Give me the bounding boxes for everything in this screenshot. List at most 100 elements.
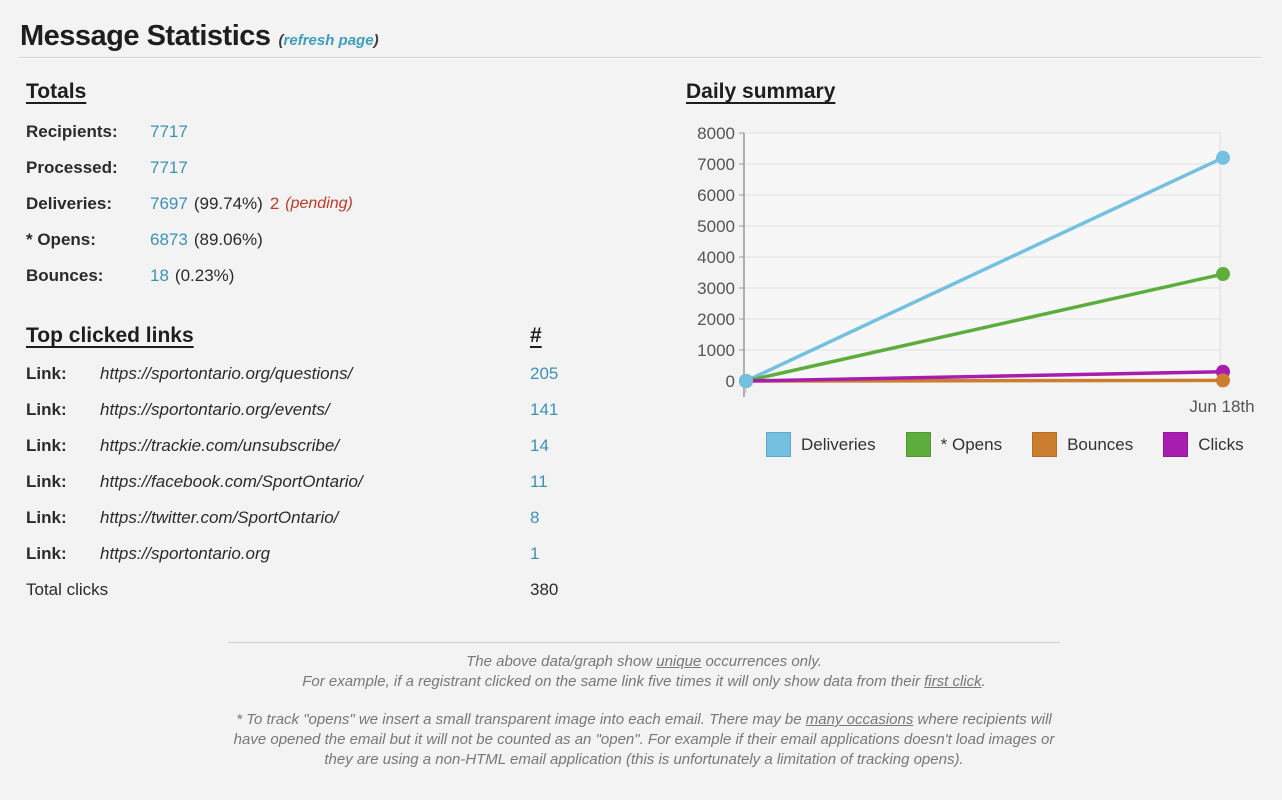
footer-text: where recipients will have opened the em…	[233, 711, 1055, 768]
legend-item-opens: * Opens	[905, 432, 1003, 457]
legend-swatch	[766, 432, 791, 457]
links-heading: Top clicked links	[26, 324, 194, 347]
link-row: Link: https://sportontario.org 1	[26, 536, 592, 572]
link-click-count: 14	[530, 436, 549, 455]
totals-row-percentage: (0.23%)	[174, 266, 235, 285]
refresh-close-paren: )	[373, 32, 379, 49]
totals-row-value: 7717	[150, 158, 188, 177]
link-row: Link: https://twitter.com/SportOntario/ …	[26, 500, 592, 536]
page-header: Message Statistics (refresh page)	[0, 0, 1282, 53]
totals-row-processed: Processed: 7717	[26, 150, 586, 186]
series-line-opens	[745, 272, 1224, 383]
daily-summary-chart: 0 1000 2000 3000 4000 5000 6000 7000 8000 Jun 18t…	[697, 124, 1254, 416]
footer-text: occurrences only.	[701, 653, 822, 670]
y-tick-label: 1000	[697, 341, 735, 360]
link-row: Link: https://facebook.com/SportOntario/…	[26, 464, 592, 500]
footer-underlined-text: first click	[924, 673, 982, 690]
links-header-row: Top clicked links #	[26, 322, 592, 350]
refresh-page-link[interactable]: refresh page	[283, 32, 374, 49]
y-tick-label: 0	[726, 372, 735, 391]
data-point-bounces	[1216, 373, 1230, 388]
refresh-open-paren: (	[278, 32, 284, 49]
totals-row-label: Bounces:	[26, 266, 104, 285]
data-point-opens	[1216, 267, 1230, 282]
link-click-count: 11	[530, 472, 548, 491]
footer-notes: The above data/graph show unique occurre…	[231, 652, 1057, 788]
totals-row-bounces: Bounces: 18 (0.23%)	[26, 258, 586, 294]
link-row-label: Link:	[26, 544, 67, 563]
y-tick-label: 2000	[697, 310, 735, 329]
link-click-count: 1	[530, 544, 540, 563]
header-divider	[18, 57, 1262, 59]
totals-pending-count: 2	[269, 194, 280, 213]
footer-text: The above data/graph show	[466, 653, 657, 670]
series-line-deliveries	[745, 156, 1224, 383]
link-url: https://twitter.com/SportOntario/	[100, 508, 339, 527]
legend-item-deliveries: Deliveries	[766, 432, 876, 457]
legend-label: * Opens	[940, 434, 1003, 454]
footer-underlined-text: many occasions	[805, 711, 914, 728]
link-row-label: Link:	[26, 436, 67, 455]
link-url: https://facebook.com/SportOntario/	[100, 472, 363, 491]
y-tick-label: 8000	[697, 124, 735, 143]
totals-row-label: Deliveries:	[26, 194, 112, 213]
links-count-header: #	[530, 324, 542, 347]
footer-text: For example, if a registrant clicked on …	[302, 673, 925, 690]
total-clicks-label: Total clicks	[26, 580, 109, 599]
legend-swatch	[1163, 432, 1189, 457]
footer-text: * To track "opens" we insert a small tra…	[236, 711, 806, 728]
chart-legend: Deliveries * Opens Bounces Clicks	[766, 432, 1244, 457]
totals-row-deliveries: Deliveries: 7697 (99.74%) 2 (pending)	[26, 186, 586, 222]
totals-section: Totals Recipients: 7717 Processed: 7717 …	[26, 78, 586, 294]
x-tick-label: Jun 18th	[1189, 397, 1254, 416]
legend-item-bounces: Bounces	[1032, 432, 1133, 457]
top-clicked-links-section: Top clicked links # Link: https://sporto…	[26, 322, 592, 608]
legend-swatch	[905, 432, 931, 457]
y-tick-label: 7000	[697, 155, 735, 174]
footer-underlined-text: unique	[656, 653, 702, 670]
page-title: Message Statistics	[20, 20, 271, 52]
link-url: https://sportontario.org/events/	[100, 400, 330, 419]
data-point-deliveries	[739, 374, 753, 388]
link-url: https://sportontario.org	[100, 544, 271, 563]
totals-pending-note: (pending)	[285, 195, 353, 212]
series-line-clicks	[745, 369, 1224, 383]
totals-row-value: 7717	[150, 122, 188, 141]
link-click-count: 141	[530, 400, 559, 419]
legend-swatch	[1032, 432, 1058, 457]
legend-label: Clicks	[1198, 434, 1244, 454]
link-click-count: 205	[530, 364, 559, 383]
y-tick-label: 3000	[697, 279, 735, 298]
footer-note-unique: The above data/graph show unique occurre…	[231, 652, 1057, 692]
footer-text: .	[981, 673, 986, 690]
link-row-label: Link:	[26, 472, 67, 491]
data-point-deliveries	[1216, 150, 1230, 165]
footer-note-opens: * To track "opens" we insert a small tra…	[231, 710, 1057, 770]
total-clicks-value: 380	[530, 580, 559, 599]
y-tick-label: 5000	[697, 217, 735, 236]
totals-row-value: 18	[150, 266, 169, 285]
y-tick-label: 4000	[697, 248, 735, 267]
totals-row-opens: * Opens: 6873 (89.06%)	[26, 222, 586, 258]
daily-summary-heading: Daily summary	[686, 80, 836, 103]
totals-row-value: 6873	[150, 230, 188, 249]
legend-label: Bounces	[1067, 434, 1134, 454]
link-row-label: Link:	[26, 508, 67, 527]
totals-row-recipients: Recipients: 7717	[26, 114, 586, 150]
link-url: https://sportontario.org/questions/	[100, 364, 353, 383]
totals-row-percentage: (99.74%)	[193, 194, 263, 213]
footer-divider	[228, 642, 1060, 643]
refresh-page-wrap: (refresh page)	[279, 32, 379, 49]
link-row: Link: https://trackie.com/unsubscribe/ 1…	[26, 428, 592, 464]
totals-row-value: 7697	[150, 194, 188, 213]
totals-row-label: Processed:	[26, 158, 118, 177]
total-clicks-row: Total clicks 380	[26, 572, 592, 608]
link-row: Link: https://sportontario.org/events/ 1…	[26, 392, 592, 428]
link-url: https://trackie.com/unsubscribe/	[100, 436, 340, 455]
y-tick-label: 6000	[697, 186, 735, 205]
legend-item-clicks: Clicks	[1163, 432, 1244, 457]
totals-row-label: Recipients:	[26, 122, 118, 141]
link-row-label: Link:	[26, 400, 67, 419]
totals-row-percentage: (89.06%)	[193, 230, 263, 249]
totals-row-label: * Opens:	[26, 230, 96, 249]
